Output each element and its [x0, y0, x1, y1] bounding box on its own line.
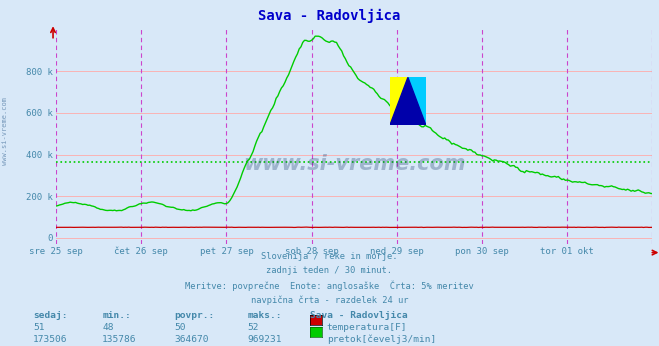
Text: Sava - Radovljica: Sava - Radovljica [310, 311, 407, 320]
Text: sedaj:: sedaj: [33, 311, 67, 320]
Text: 48: 48 [102, 323, 113, 332]
Polygon shape [390, 78, 426, 125]
Text: povpr.:: povpr.: [175, 311, 215, 320]
Polygon shape [390, 78, 408, 125]
Text: 50: 50 [175, 323, 186, 332]
Text: Sava - Radovljica: Sava - Radovljica [258, 9, 401, 23]
Text: navpična črta - razdelek 24 ur: navpična črta - razdelek 24 ur [251, 295, 408, 304]
Text: 51: 51 [33, 323, 44, 332]
Text: pretok[čevelj3/min]: pretok[čevelj3/min] [327, 335, 436, 344]
Text: 364670: 364670 [175, 335, 209, 344]
Text: zadnji teden / 30 minut.: zadnji teden / 30 minut. [266, 266, 393, 275]
Text: 173506: 173506 [33, 335, 67, 344]
Text: 969231: 969231 [247, 335, 281, 344]
Text: maks.:: maks.: [247, 311, 281, 320]
Text: www.si-vreme.com: www.si-vreme.com [2, 98, 9, 165]
Text: 52: 52 [247, 323, 258, 332]
Polygon shape [408, 78, 426, 125]
Text: www.si-vreme.com: www.si-vreme.com [243, 154, 465, 174]
Text: min.:: min.: [102, 311, 131, 320]
Text: temperatura[F]: temperatura[F] [327, 323, 407, 332]
Text: Slovenija / reke in morje.: Slovenija / reke in morje. [261, 252, 398, 261]
Text: 135786: 135786 [102, 335, 136, 344]
Text: Meritve: povprečne  Enote: anglosaške  Črta: 5% meritev: Meritve: povprečne Enote: anglosaške Črt… [185, 281, 474, 291]
